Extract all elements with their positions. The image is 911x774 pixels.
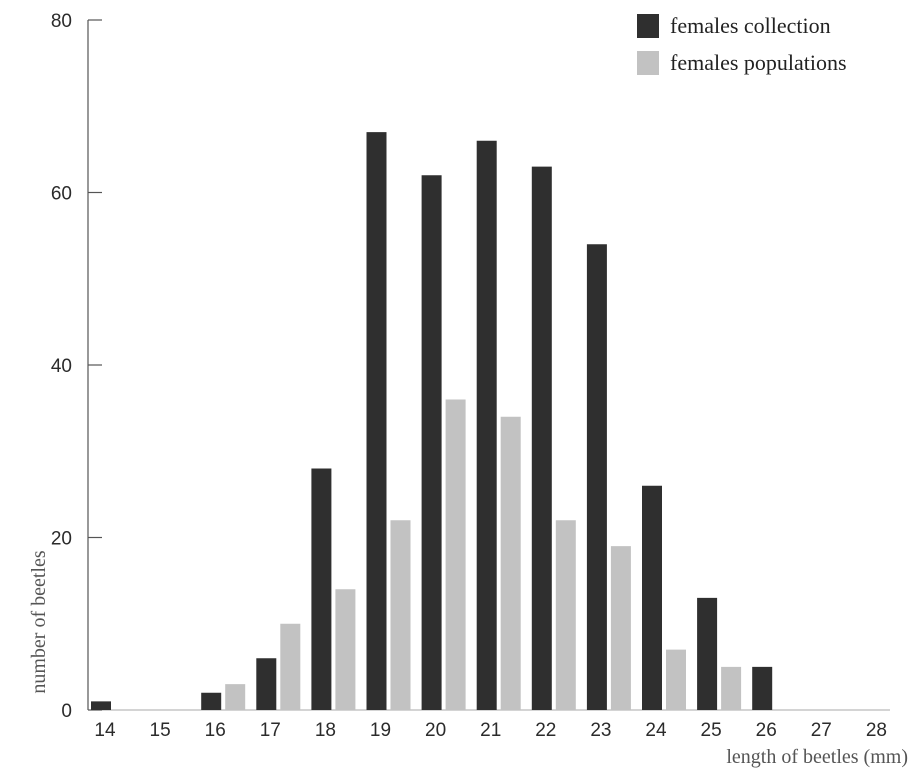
bar-collection: [586, 244, 607, 710]
bar-populations: [721, 666, 742, 710]
x-tick-label: 19: [370, 720, 391, 741]
y-axis-label: number of beetles: [28, 550, 50, 693]
bar-populations: [500, 416, 521, 710]
legend-swatch: [637, 14, 659, 38]
legend: females collection females populations: [637, 13, 847, 75]
x-tick-label: 24: [645, 720, 667, 741]
y-tick-label: 20: [51, 529, 72, 550]
x-tick-label: 21: [480, 720, 501, 741]
bar-collection: [366, 132, 387, 710]
bar-collection: [752, 666, 773, 710]
bar-collection: [697, 597, 718, 710]
x-tick-label: 23: [590, 720, 611, 741]
x-axis-label: length of beetles (mm): [726, 746, 908, 768]
bar-collection: [256, 658, 277, 710]
y-tick-label: 40: [51, 356, 72, 377]
bar-collection: [531, 166, 552, 710]
x-tick-label: 14: [94, 720, 116, 741]
x-tick-label: 26: [756, 720, 777, 741]
legend-label: females collection: [670, 13, 831, 38]
bar-populations: [610, 546, 631, 710]
x-tick-label: 27: [811, 720, 832, 741]
bar-populations: [280, 623, 301, 710]
x-tick-label: 22: [535, 720, 556, 741]
bar-collection: [201, 692, 222, 710]
x-tick-label: 28: [866, 720, 887, 741]
tick-labels: 0 20 40 60 80 14 15 16 17 18 19 20 21 22 23 24 25 26 27 28: [51, 11, 887, 741]
bar-populations: [390, 520, 411, 710]
bar-collection: [421, 175, 442, 710]
bar-populations: [666, 649, 686, 710]
x-tick-label: 16: [205, 720, 226, 741]
y-tick-label: 0: [61, 701, 72, 722]
x-tick-label: 15: [150, 720, 171, 741]
legend-label: females populations: [670, 50, 847, 75]
bar-populations: [555, 520, 576, 710]
x-tick-label: 20: [425, 720, 446, 741]
legend-swatch: [637, 51, 659, 75]
bar-populations: [445, 399, 466, 710]
bar-collection: [311, 468, 332, 710]
x-tick-label: 17: [260, 720, 281, 741]
bar-populations: [335, 589, 356, 710]
x-tick-label: 18: [315, 720, 336, 741]
y-tick-label: 60: [51, 184, 72, 205]
y-tick-label: 80: [51, 11, 72, 32]
bar-collection: [476, 140, 497, 710]
bar-collection: [642, 485, 662, 710]
bars: [91, 132, 773, 710]
bar-populations: [225, 684, 246, 710]
x-tick-label: 25: [701, 720, 722, 741]
bar-collection: [91, 701, 111, 710]
